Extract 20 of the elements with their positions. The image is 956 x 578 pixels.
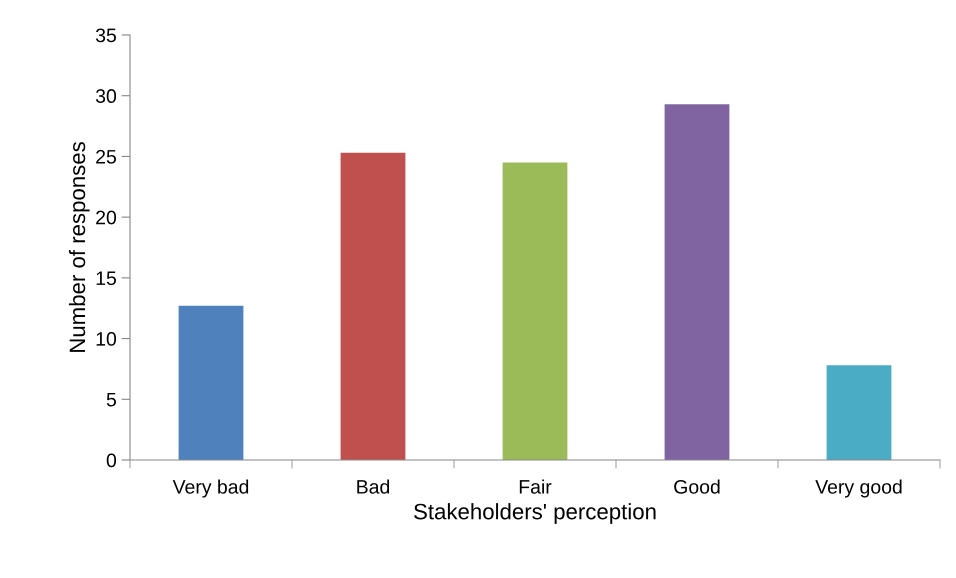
x-tick-label: Fair [520,479,552,494]
y-tick-label: 25 [96,150,116,164]
x-axis-title: Stakeholders' perception [414,503,656,524]
x-tick-label: Very bad [172,479,248,498]
x-tick-label: Bad [357,479,390,494]
y-tick-label: 5 [106,392,116,407]
y-tick-label: 35 [96,28,116,42]
bar [340,152,406,460]
y-tick-label: 30 [96,89,116,103]
bar [826,365,892,460]
y-axis-title: Number of responses [68,142,90,352]
bar [178,306,244,460]
y-tick-label: 10 [96,332,116,346]
x-tick-label: Good [674,479,720,494]
y-tick-label: 0 [106,453,116,468]
y-tick-label: 20 [96,210,116,224]
bar [502,162,568,460]
y-tick-label: 15 [96,272,116,286]
x-tick-label: Very good [815,479,902,498]
bar [664,104,730,460]
